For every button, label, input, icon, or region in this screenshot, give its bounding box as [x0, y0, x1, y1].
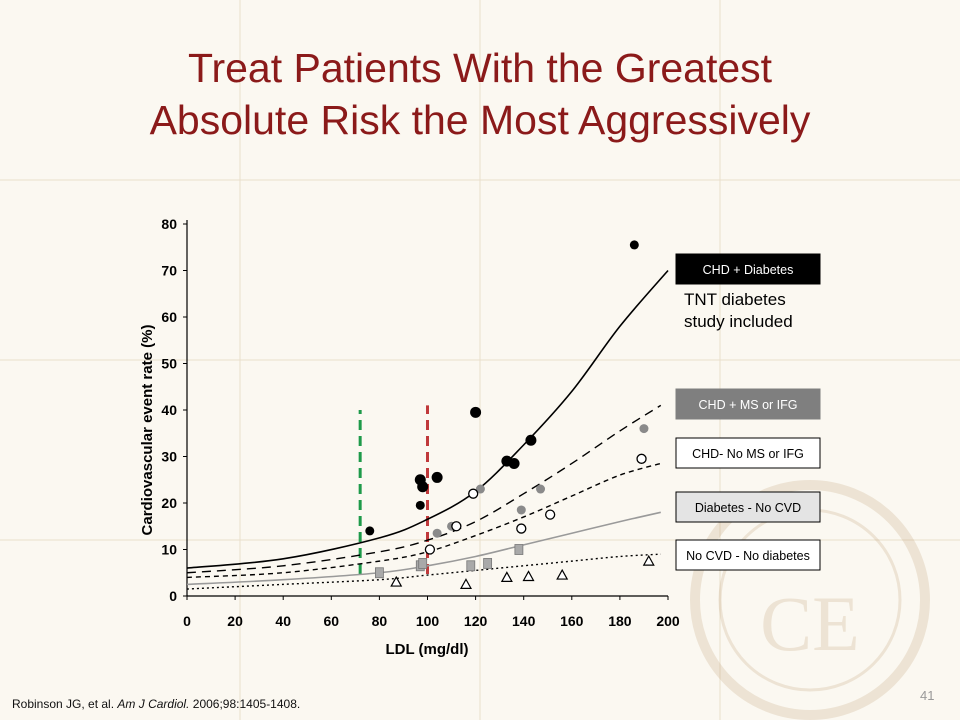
x-tick-label-1: 20 — [227, 613, 243, 629]
reference-details: 2006;98:1405-1408. — [192, 697, 301, 711]
slide-title: Treat Patients With the Greatest Absolut… — [0, 42, 960, 146]
legend-item-1: CHD + MS or IFG — [675, 388, 821, 420]
series-4-point-5 — [642, 554, 655, 566]
x-tick-label-4: 80 — [372, 613, 388, 629]
series-1-point-3 — [516, 505, 526, 515]
y-tick-label-7: 70 — [161, 263, 177, 279]
series-4-point-1 — [459, 578, 472, 589]
series-4-point-4 — [556, 568, 569, 580]
y-tick-label-0: 0 — [169, 588, 177, 604]
legend-box-1 — [675, 388, 821, 420]
series-3-point-2 — [418, 558, 428, 569]
x-tick-label-10: 200 — [656, 613, 680, 629]
legend-item-0: CHD + Diabetes — [675, 253, 821, 285]
x-tick-label-6: 120 — [464, 613, 488, 629]
series-2-point-2 — [468, 488, 479, 499]
y-tick-label-5: 50 — [161, 356, 177, 372]
series-4-point-2 — [500, 571, 513, 582]
series-0-point-8 — [525, 434, 537, 446]
reference-authors: Robinson JG, et al. — [12, 697, 115, 711]
series-4-point-0 — [390, 575, 403, 587]
series-0-point-1 — [415, 500, 425, 510]
legend-item-3: Diabetes - No CVD — [675, 491, 821, 523]
x-tick-label-8: 160 — [560, 613, 584, 629]
annotation-line-0: TNT diabetes — [684, 290, 786, 309]
reference-citation: Robinson JG, et al. Am J Cardiol. 2006;9… — [12, 697, 300, 711]
series-1-point-2 — [475, 484, 485, 494]
series-0-point-5 — [470, 406, 482, 418]
x-tick-label-5: 100 — [416, 613, 440, 629]
title-line-2: Absolute Risk the Most Aggressively — [149, 97, 811, 143]
legend-label-3: Diabetes - No CVD — [695, 501, 801, 515]
x-tick-label-7: 140 — [512, 613, 536, 629]
series-1-point-4 — [536, 484, 546, 494]
series-0-point-9 — [629, 240, 639, 250]
y-tick-label-8: 80 — [161, 216, 177, 232]
series-3-point-4 — [483, 558, 493, 569]
series-3-point-3 — [466, 560, 476, 572]
page-number: 41 — [920, 688, 935, 703]
legend-label-0: CHD + Diabetes — [703, 263, 794, 277]
series-0-point-0 — [365, 526, 375, 536]
series-0-point-3 — [417, 481, 429, 493]
legend-box-4 — [675, 539, 821, 571]
legend-box-2 — [675, 437, 821, 469]
series-4-point-3 — [522, 570, 535, 582]
x-axis-label: LDL (mg/dl) — [385, 641, 468, 658]
x-tick-label-0: 0 — [183, 613, 191, 629]
series-1-point-5 — [639, 424, 649, 434]
svg-text:CE: CE — [760, 580, 860, 667]
series-1-curve — [186, 404, 662, 574]
x-tick-label-3: 60 — [324, 613, 340, 629]
y-tick-label-3: 30 — [161, 449, 177, 465]
series-0-point-4 — [431, 471, 443, 483]
y-axis-label: Cardiovascular event rate (%) — [139, 325, 156, 536]
y-tick-label-1: 10 — [161, 542, 177, 558]
reference-journal: Am J Cardiol. — [117, 697, 190, 711]
series-2-point-0 — [424, 544, 436, 555]
y-tick-label-6: 60 — [161, 309, 177, 325]
legend-label-1: CHD + MS or IFG — [699, 398, 798, 412]
series-4-curve — [186, 553, 661, 590]
legend-item-4: No CVD - No diabetes — [675, 539, 821, 571]
x-tick-label-9: 180 — [608, 613, 632, 629]
annotation-line-1: study included — [684, 312, 793, 331]
series-2-point-1 — [451, 521, 462, 532]
title-line-1: Treat Patients With the Greatest — [187, 45, 773, 91]
y-tick-label-4: 40 — [161, 402, 177, 418]
series-3-curve — [186, 511, 661, 586]
series-2-point-5 — [636, 453, 647, 464]
series-3-point-5 — [514, 544, 524, 555]
series-1-point-0 — [432, 528, 442, 538]
legend-box-3 — [675, 491, 821, 523]
series-2-point-3 — [516, 523, 527, 534]
y-tick-label-2: 20 — [161, 495, 177, 511]
series-3-point-0 — [374, 567, 384, 579]
legend-box-0 — [675, 253, 821, 285]
aace-seal-watermark: CE — [690, 480, 930, 720]
x-tick-label-2: 40 — [275, 613, 291, 629]
legend-label-4: No CVD - No diabetes — [686, 549, 810, 563]
series-2-point-4 — [545, 509, 556, 520]
series-0-point-7 — [508, 457, 520, 469]
legend-item-2: CHD- No MS or IFG — [675, 437, 821, 469]
legend-label-2: CHD- No MS or IFG — [692, 447, 804, 461]
